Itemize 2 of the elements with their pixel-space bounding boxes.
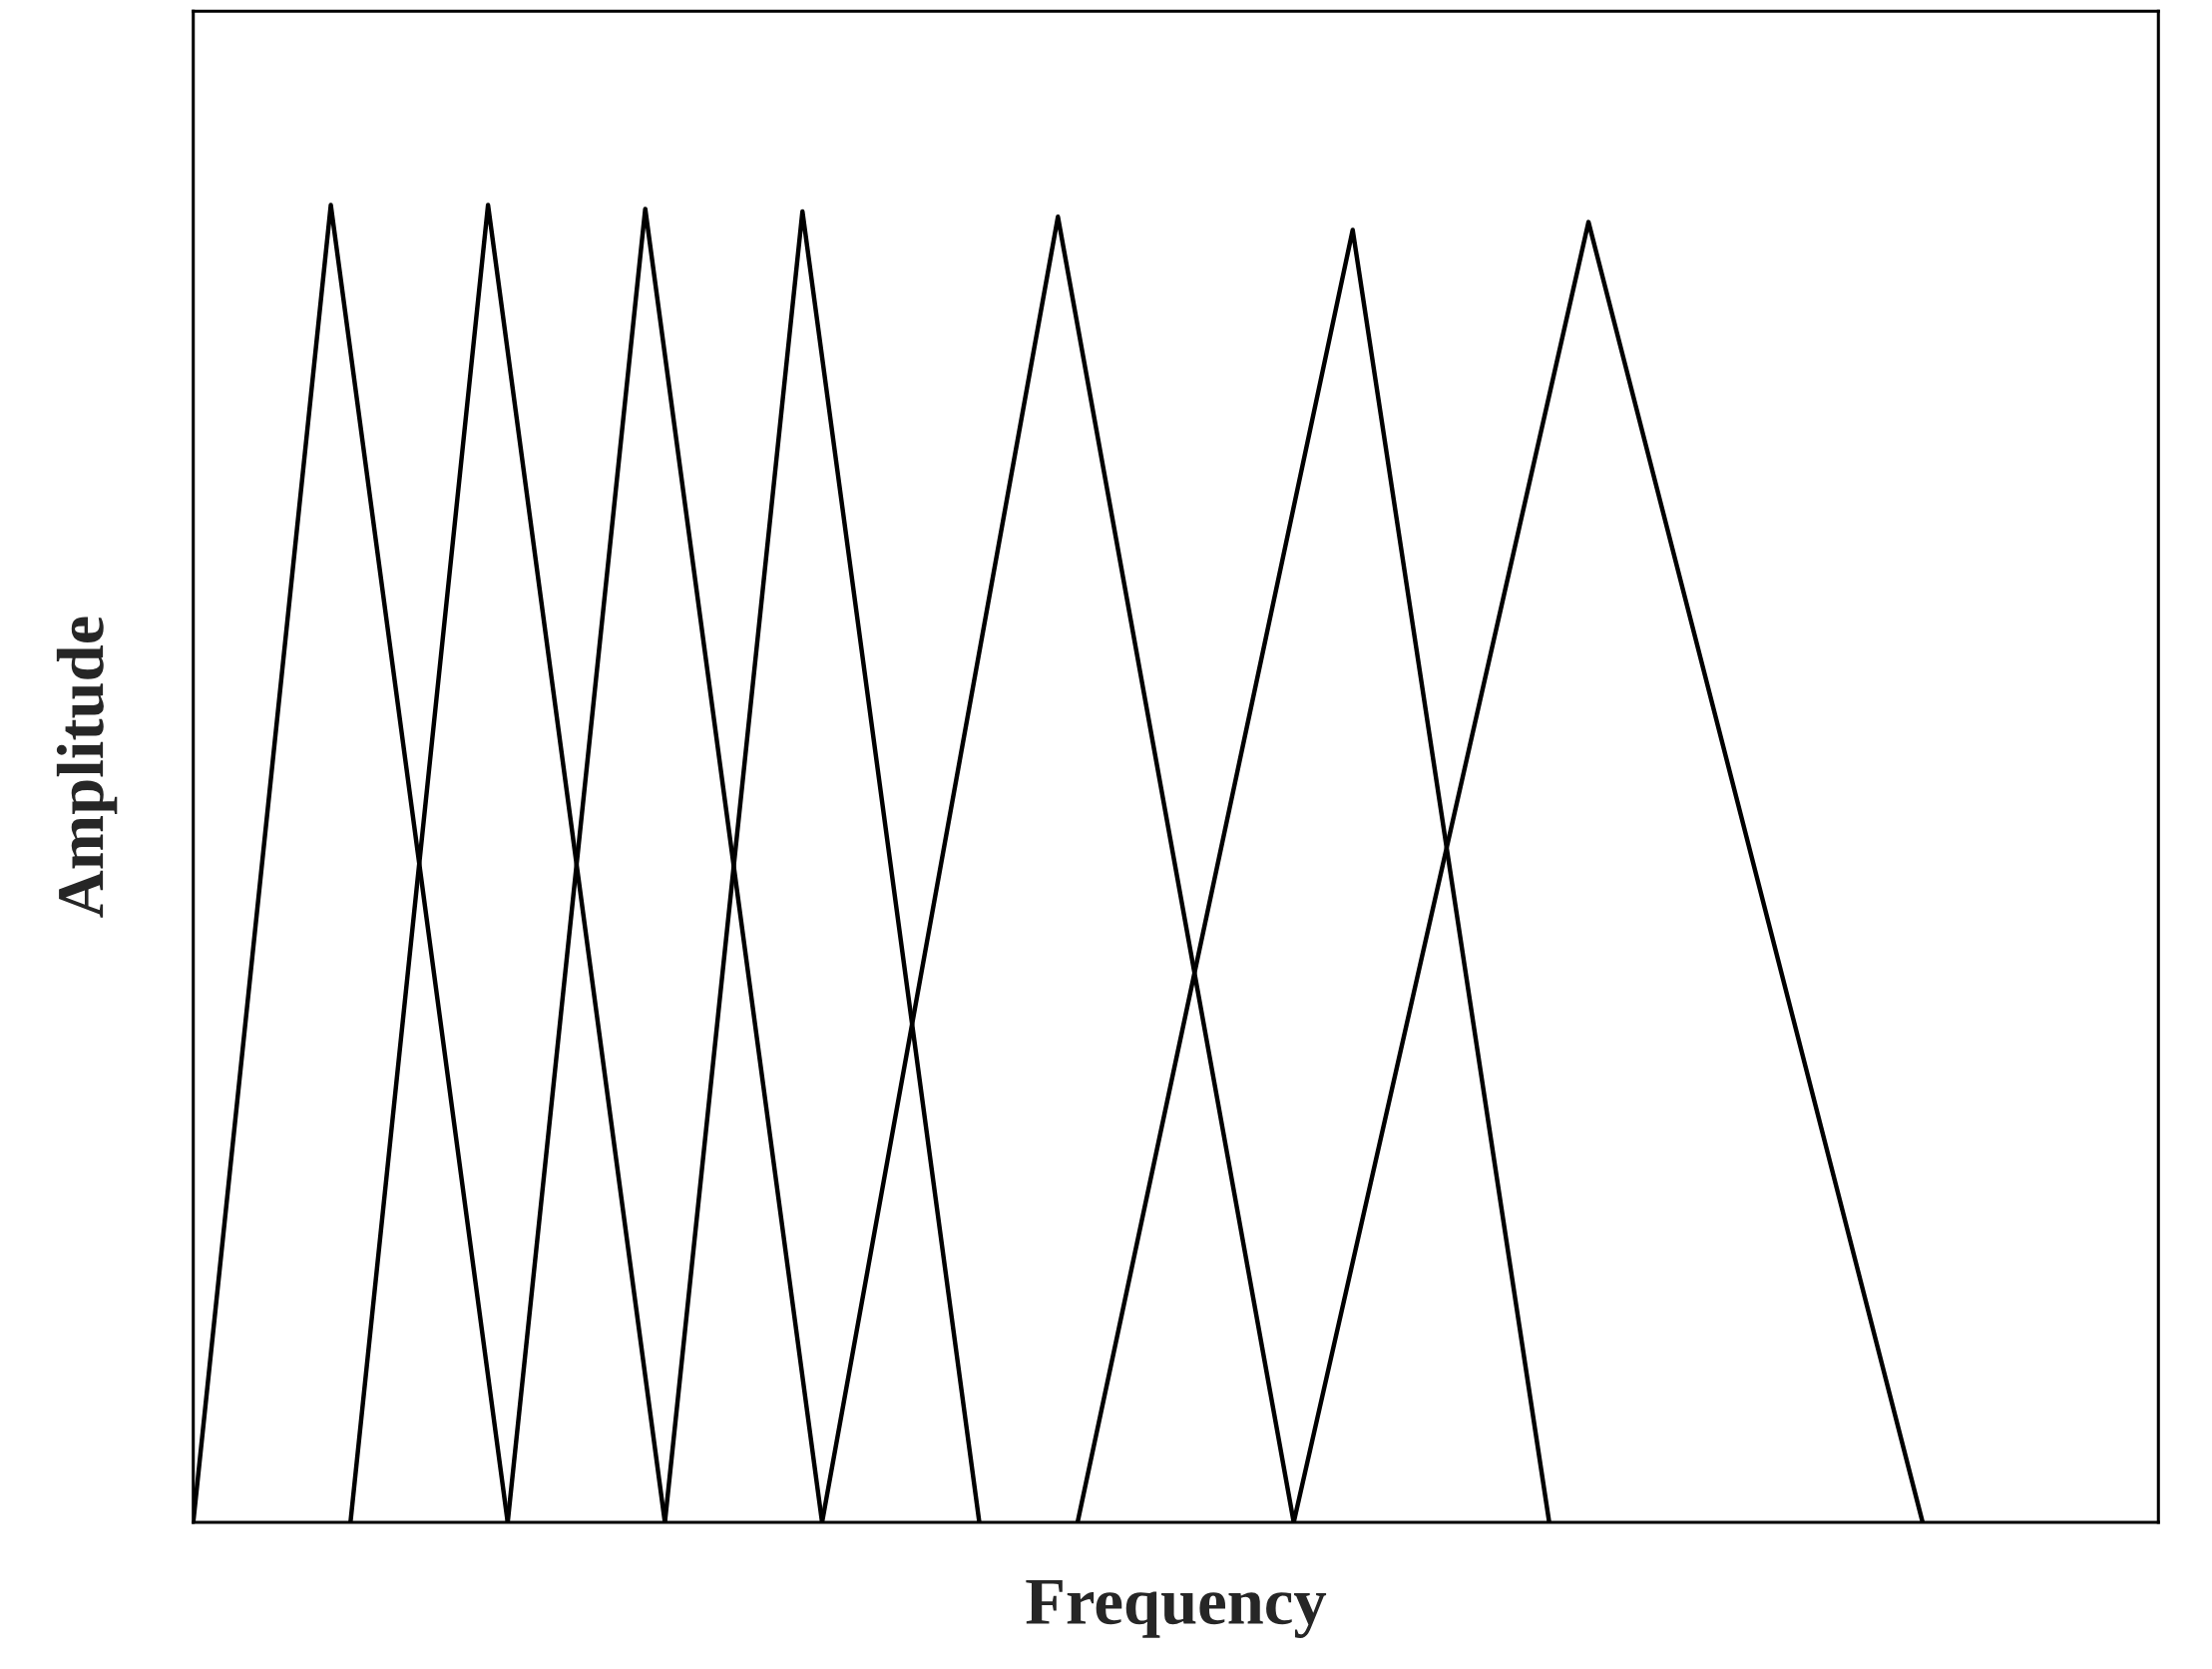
x-axis-title: Frequency xyxy=(1026,1579,1327,1638)
y-axis-title: Amplitude xyxy=(56,617,118,918)
